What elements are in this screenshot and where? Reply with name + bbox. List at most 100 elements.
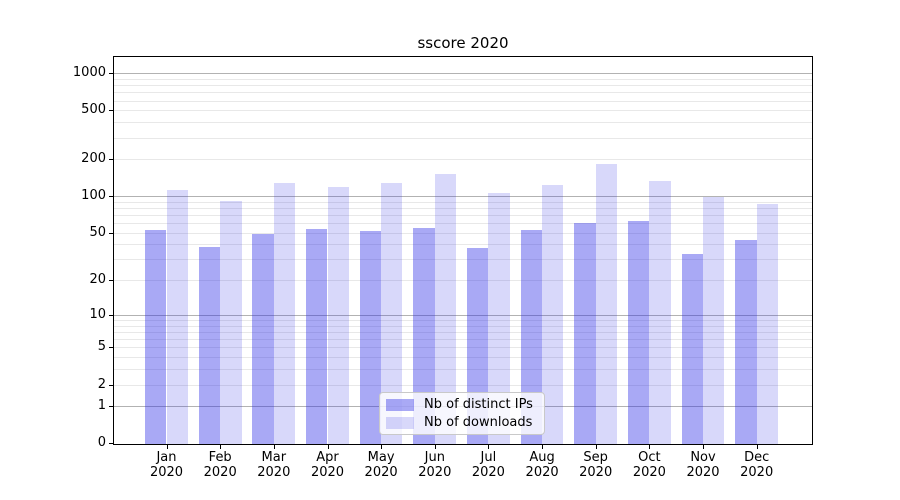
y-tick-mark [109,232,113,234]
minor-gridline [114,384,812,386]
minor-gridline [114,137,812,139]
x-axis-tick-label: Mar 2020 [257,450,291,480]
bar-apr-distinct-ips [306,229,328,444]
minor-gridline [114,208,812,209]
x-axis-tick-label: Apr 2020 [310,450,345,480]
minor-gridline [114,331,812,333]
legend-swatch-downloads [386,416,414,429]
x-tick-mark [595,445,597,449]
x-axis-tick-label: Jan 2020 [149,450,184,480]
x-tick-mark [166,445,168,449]
y-axis-tick-label: 2 [97,376,106,392]
bar-jun-distinct-ips [413,227,435,444]
bar-jan-distinct-ips [145,230,167,444]
bar-dec-downloads [756,203,779,444]
minor-gridline [114,280,812,282]
x-axis-tick-label: Feb 2020 [203,450,237,480]
legend-item-distinct-ips: Nb of distinct IPs [386,396,538,413]
minor-gridline [114,339,812,341]
x-axis-tick-label: May 2020 [364,450,398,480]
x-axis-tick-label: Aug 2020 [525,450,559,480]
y-tick-mark [109,280,113,282]
bar-oct-downloads [649,180,671,444]
x-axis-tick-label: Jun 2020 [418,450,452,480]
bar-jan-downloads [166,190,188,444]
bar-feb-downloads [220,200,242,444]
minor-gridline [114,100,812,102]
y-tick-mark [109,406,113,408]
x-tick-mark [756,445,758,449]
x-tick-mark [542,445,544,449]
bar-apr-downloads [327,187,349,444]
minor-gridline [114,347,812,349]
minor-gridline [114,110,812,112]
minor-gridline [114,159,812,161]
bar-may-downloads [381,182,403,444]
bar-sep-distinct-ips [574,223,596,444]
bar-oct-distinct-ips [628,221,650,444]
y-tick-mark [109,347,113,349]
minor-gridline [114,122,812,124]
y-axis-tick-label: 10 [89,306,106,322]
x-tick-mark [273,445,275,449]
y-axis-tick-label: 20 [89,272,106,288]
minor-gridline [114,325,812,327]
x-axis-tick-label: Nov 2020 [686,450,720,480]
major-gridline [114,196,812,198]
legend-label-downloads: Nb of downloads [424,414,533,430]
plot-area [113,56,813,445]
minor-gridline [114,92,812,94]
y-axis-tick-label: 0 [97,435,106,451]
bar-may-distinct-ips [359,231,382,444]
x-tick-mark [327,445,329,449]
legend: Nb of distinct IPs Nb of downloads [379,392,545,435]
y-axis-tick-label: 100 [81,188,106,204]
y-tick-mark [109,384,113,386]
bar-jul-downloads [488,192,510,444]
minor-gridline [114,244,812,246]
bar-nov-distinct-ips [681,253,703,444]
minor-gridline [114,79,812,80]
y-tick-mark [109,196,113,198]
y-axis-tick-label: 1000 [72,65,106,81]
minor-gridline [114,259,812,261]
y-axis-tick-label: 200 [81,151,106,167]
x-axis-tick-label: Dec 2020 [740,450,774,480]
legend-swatch-distinct-ips [386,398,414,411]
bar-mar-distinct-ips [252,233,274,444]
minor-gridline [114,215,812,216]
bar-feb-distinct-ips [198,246,221,444]
x-axis-tick-label: Sep 2020 [579,450,613,480]
x-tick-mark [703,445,704,449]
x-tick-mark [381,445,383,449]
chart-title: sscore 2020 [417,34,509,52]
legend-item-downloads: Nb of downloads [386,414,538,431]
minor-gridline [114,85,812,87]
bar-jun-downloads [434,174,457,444]
y-axis-tick-label: 5 [97,339,106,355]
minor-gridline [114,357,812,359]
y-tick-mark [109,443,113,445]
major-gridline [114,314,812,316]
legend-label-distinct-ips: Nb of distinct IPs [424,396,533,412]
y-axis-tick-label: 1 [97,398,106,414]
y-tick-mark [109,110,113,112]
x-tick-mark [649,445,651,449]
x-tick-mark [220,445,222,449]
bar-aug-distinct-ips [520,230,543,444]
bar-sep-downloads [595,163,618,444]
x-axis-tick-label: Oct 2020 [632,450,666,480]
y-tick-mark [109,73,113,75]
minor-gridline [114,223,812,225]
bar-aug-downloads [542,184,564,444]
major-gridline [114,73,812,75]
bar-mar-downloads [273,182,296,444]
minor-gridline [114,369,812,371]
y-tick-mark [109,314,113,316]
x-tick-mark [488,445,490,449]
minor-gridline [114,201,812,203]
x-axis-tick-label: Jul 2020 [471,450,505,480]
x-tick-mark [434,445,436,449]
bar-nov-downloads [703,197,725,444]
